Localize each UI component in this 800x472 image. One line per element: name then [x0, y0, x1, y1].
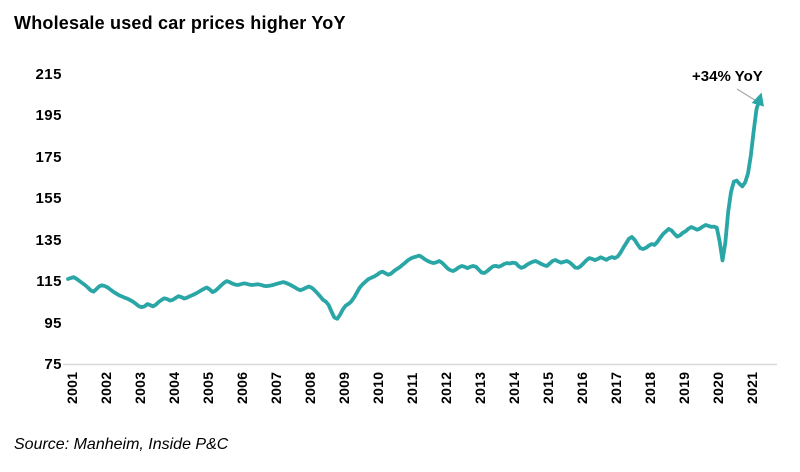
x-axis-tick-label: 2012	[437, 371, 454, 404]
y-axis-tick-label: 135	[35, 231, 62, 249]
x-axis-tick-label: 2019	[675, 371, 692, 404]
y-axis-tick-label: 175	[35, 148, 62, 166]
chart-title: Wholesale used car prices higher YoY	[14, 13, 346, 33]
x-axis-tick-label: 2007	[267, 371, 284, 404]
x-axis-tick-label: 2020	[709, 371, 726, 404]
source-note: Source: Manheim, Inside P&C	[14, 436, 229, 453]
x-axis-tick-label: 2015	[539, 371, 556, 404]
x-axis-tick-label: 2009	[335, 371, 352, 404]
annotation-label: +34% YoY	[692, 68, 763, 85]
y-axis-tick-label: 95	[44, 314, 62, 332]
price-line-series	[66, 92, 764, 321]
y-axis-tick-label: 215	[35, 66, 62, 83]
x-axis-tick-label: 2003	[131, 371, 148, 404]
x-axis-tick-label: 2008	[301, 371, 318, 404]
x-axis-tick-label: 2017	[607, 371, 624, 404]
x-axis-tick-label: 2011	[403, 372, 420, 404]
x-axis-tick-label: 2004	[165, 371, 182, 404]
x-axis-tick-label: 2005	[199, 371, 216, 404]
annotation-leader-line	[736, 88, 756, 102]
x-axis-tick-label: 2018	[641, 371, 658, 404]
y-axis-tick-label: 155	[35, 190, 62, 208]
x-axis-tick-label: 2006	[233, 371, 250, 404]
y-axis-tick-label: 195	[35, 107, 62, 125]
x-axis-tick-label: 2013	[471, 371, 488, 404]
x-axis-tick-label: 2010	[369, 371, 386, 404]
x-axis-tick-label: 2002	[97, 371, 114, 404]
x-axis-tick-label: 2014	[505, 371, 522, 404]
y-axis-tick-label: 75	[44, 356, 62, 373]
x-axis-tick-label: 2016	[573, 371, 590, 404]
x-axis-tick-label: 2001	[63, 371, 80, 404]
y-axis-tick-label: 115	[36, 273, 62, 291]
x-axis-tick-label: 2021	[743, 371, 760, 404]
